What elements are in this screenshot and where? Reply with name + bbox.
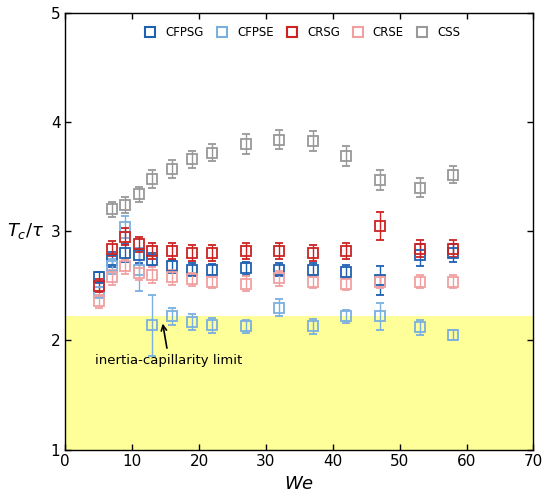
X-axis label: $We$: $We$ <box>284 475 315 493</box>
Text: inertia-capillarity limit: inertia-capillarity limit <box>95 326 243 366</box>
Y-axis label: $T_c/\tau$: $T_c/\tau$ <box>7 222 45 242</box>
Bar <box>65 316 534 450</box>
Legend: CFPSG, CFPSE, CRSG, CRSE, CSS: CFPSG, CFPSE, CRSG, CRSE, CSS <box>134 21 465 44</box>
